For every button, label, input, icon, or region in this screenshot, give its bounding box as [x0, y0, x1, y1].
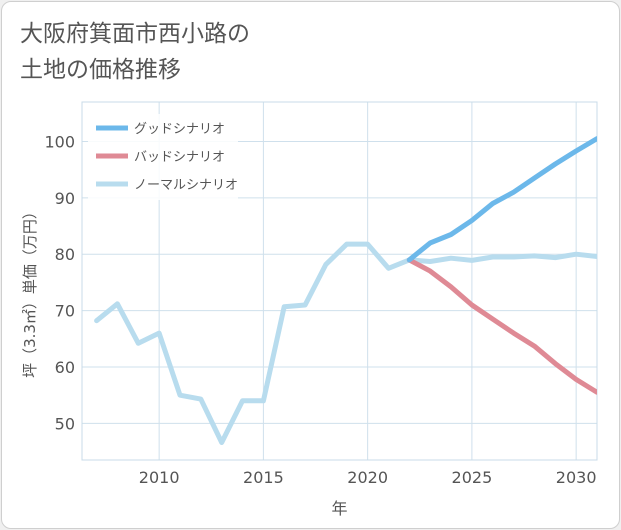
page-title-line-1: 大阪府箕面市西小路の [20, 21, 250, 47]
series-line-normal [94, 241, 597, 445]
legend-label: ノーマルシナリオ [134, 178, 238, 193]
page-title-line-2: 土地の価格推移 [20, 57, 181, 83]
x-tick-label: 2030 [556, 468, 597, 487]
legend-label: バッドシナリオ [134, 150, 225, 165]
series-line-good [406, 136, 597, 263]
y-tick-label: 50 [55, 414, 75, 433]
page-title: 大阪府箕面市西小路の 土地の価格推移 [20, 16, 250, 88]
x-tick-label: 2025 [452, 468, 493, 487]
x-tick-label: 2010 [139, 468, 180, 487]
y-tick-label: 100 [44, 132, 75, 151]
x-tick-label: 2020 [347, 468, 388, 487]
y-tick-label: 60 [55, 358, 75, 377]
y-tick-label: 70 [55, 302, 75, 321]
y-tick-label: 90 [55, 189, 75, 208]
y-tick-label: 80 [55, 245, 75, 264]
legend-label: グッドシナリオ [134, 122, 225, 137]
x-axis-label: 年 [331, 499, 347, 518]
series-line-bad [406, 257, 597, 395]
y-axis-label: 坪（3.3㎡）単価（万円） [21, 204, 39, 378]
x-tick-label: 2015 [243, 468, 284, 487]
plot-area-border [81, 101, 598, 461]
